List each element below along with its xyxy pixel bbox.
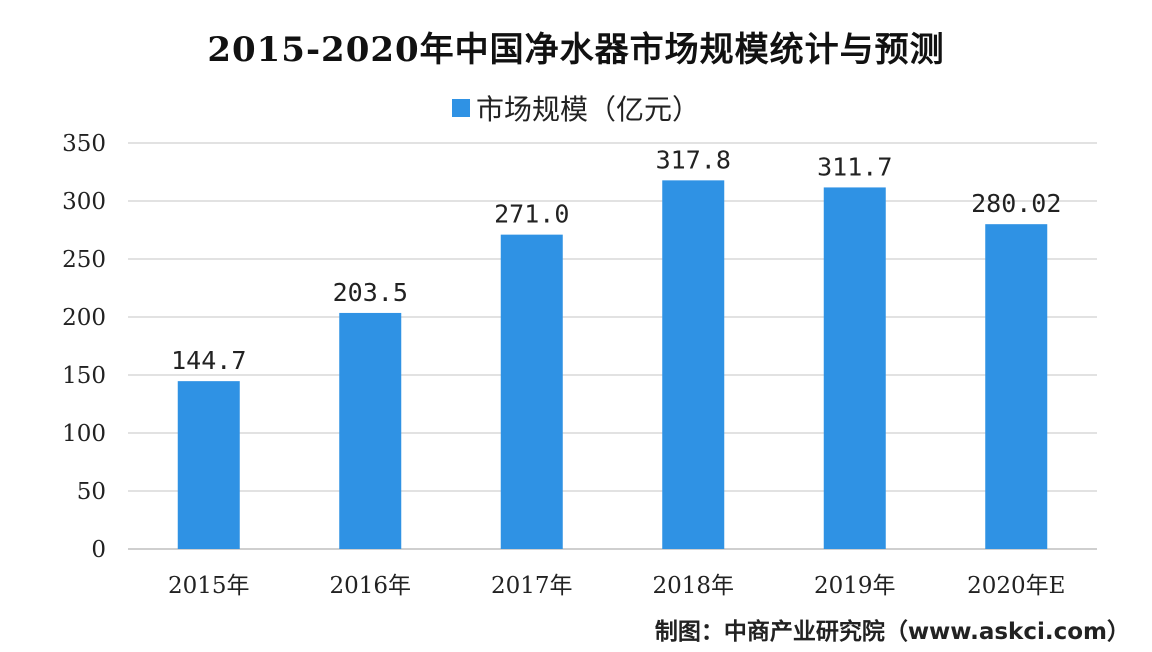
x-tick-label: 2017年: [491, 573, 573, 599]
data-label: 280.02: [971, 189, 1061, 218]
y-tick-label: 300: [62, 189, 106, 215]
chart-title: 2015-2020年中国净水器市场规模统计与预测: [207, 30, 945, 70]
bar: [500, 234, 563, 549]
x-tick-label: 2020年E: [967, 573, 1065, 599]
data-label: 311.7: [817, 152, 892, 181]
y-tick-label: 350: [62, 131, 106, 157]
bar: [823, 187, 886, 550]
x-tick-label: 2016年: [329, 573, 411, 599]
legend: 市场规模（亿元）: [0, 88, 1152, 128]
bar: [177, 381, 240, 549]
data-label: 317.8: [656, 145, 731, 174]
data-label: 271.0: [494, 200, 569, 229]
x-tick-label: 2019年: [814, 573, 896, 599]
bar: [985, 224, 1048, 549]
x-tick-label: 2015年: [168, 573, 250, 599]
bar: [339, 312, 402, 549]
x-tick-label: 2018年: [652, 573, 734, 599]
y-tick-label: 100: [62, 421, 106, 447]
y-tick-label: 250: [62, 247, 106, 273]
data-label: 144.7: [171, 346, 246, 375]
y-tick-label: 0: [91, 537, 106, 563]
bar: [662, 180, 725, 550]
y-tick-label: 50: [77, 479, 106, 505]
y-tick-label: 200: [62, 305, 106, 331]
legend-label: 市场规模（亿元）: [475, 93, 700, 126]
y-tick-label: 150: [62, 363, 106, 389]
data-label: 203.5: [333, 278, 408, 307]
source-note: 制图：中商产业研究院（www.askci.com）: [654, 619, 1130, 645]
legend-swatch: [451, 99, 470, 117]
